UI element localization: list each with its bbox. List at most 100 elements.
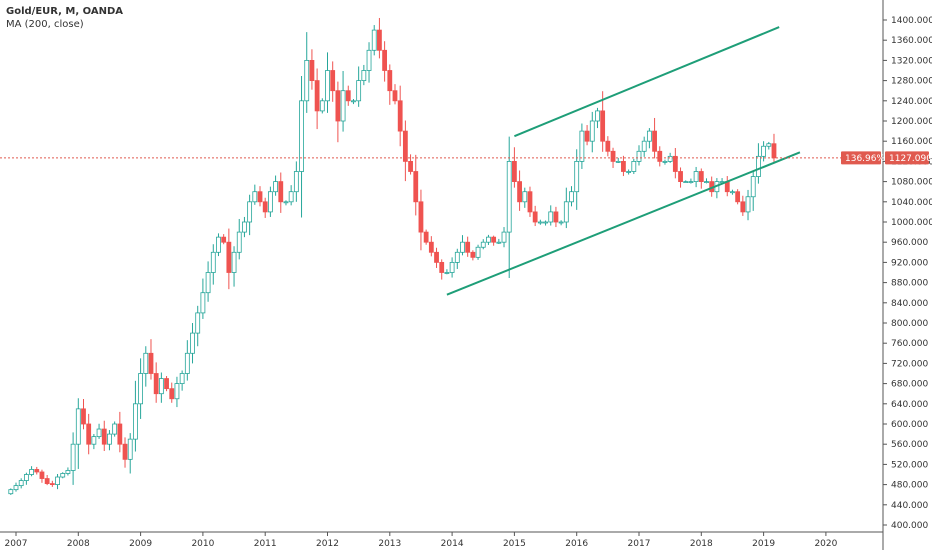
candle (107, 430, 112, 451)
price-tick-label: 520.000 (891, 460, 928, 470)
time-tick-label: 2015 (503, 539, 526, 549)
candle (631, 158, 637, 175)
candle-body (548, 211, 554, 223)
candle-body (527, 191, 533, 213)
candle-body (361, 70, 367, 82)
percent-change-label: 136.96% (845, 154, 885, 164)
candle-body (475, 246, 481, 258)
chart-legend: Gold/EUR, M, OANDA MA (200, close) (6, 5, 123, 31)
channel-layer (446, 26, 801, 296)
price-tick-label: 800.000 (891, 319, 928, 329)
candle (537, 219, 543, 225)
candle-body (486, 236, 491, 243)
candle (724, 176, 730, 197)
candle-body (133, 403, 138, 440)
candle (626, 169, 632, 175)
candle-body (138, 373, 144, 405)
candle (236, 218, 242, 260)
candle-body (491, 236, 497, 243)
candle-body (60, 473, 66, 478)
candle-body (340, 90, 346, 122)
candles-layer (8, 17, 777, 495)
candle-body (657, 150, 663, 162)
candle-body (273, 181, 278, 193)
candle (444, 269, 450, 275)
candle-body (226, 241, 232, 273)
candle (335, 81, 341, 143)
candle (112, 421, 118, 437)
candle-body (454, 251, 460, 263)
candle (205, 261, 211, 302)
candle (325, 52, 330, 113)
candle-body (299, 100, 304, 172)
candle (210, 244, 216, 285)
candle (470, 250, 476, 261)
price-tick-label: 1240.000 (891, 97, 932, 107)
candle (646, 128, 652, 149)
candle (13, 482, 19, 492)
price-tick-label: 680.000 (891, 380, 928, 390)
candle-body (236, 231, 242, 253)
candle-body (652, 130, 657, 152)
candle-body (444, 272, 450, 274)
candle-body (636, 150, 642, 162)
candle (283, 200, 289, 206)
candle (683, 180, 689, 184)
candle (267, 186, 273, 217)
candle-body (262, 201, 268, 213)
candle (558, 220, 564, 226)
candle (756, 143, 761, 184)
candle (532, 205, 538, 227)
candle (340, 71, 346, 132)
candle (299, 76, 304, 218)
candle (688, 178, 694, 184)
candle-body (8, 489, 14, 495)
candle-body (283, 201, 289, 204)
candle (621, 155, 626, 177)
candle (148, 339, 154, 380)
time-axis[interactable]: 2007 2008 2009 2010 2011 2012 2013 2014 2015 2016… (0, 531, 883, 549)
candle-body (595, 110, 600, 122)
candle (361, 64, 367, 86)
candle (65, 467, 71, 476)
candle-body (195, 312, 201, 334)
price-tick-label: 1280.000 (891, 77, 932, 87)
candle-body (101, 428, 107, 445)
channel-lower-line[interactable] (446, 151, 801, 296)
candle-body (382, 49, 388, 71)
candle-body (210, 251, 216, 273)
candle-body (319, 100, 325, 112)
candle (158, 372, 164, 403)
candle-body (579, 130, 585, 162)
channel-upper-line[interactable] (514, 26, 780, 138)
price-tick-label: 840.000 (891, 299, 928, 309)
candle-body (86, 423, 92, 445)
symbol-title: Gold/EUR, M, OANDA (6, 6, 124, 17)
candle (70, 432, 76, 485)
candle-body (148, 352, 154, 374)
candle (543, 220, 548, 226)
candle-body (501, 231, 507, 243)
candle-body (756, 155, 761, 177)
candle (512, 147, 517, 188)
candle (91, 433, 97, 450)
candle-body (107, 433, 112, 445)
candle (584, 125, 590, 146)
candle (351, 99, 356, 105)
candle-body (242, 221, 247, 233)
price-axis[interactable]: 400.000 440.000 480.000 520.000 560.000 600.0… (882, 0, 932, 550)
candle-body (117, 423, 123, 445)
candle-body (641, 140, 647, 152)
price-tick-label: 1400.000 (891, 16, 932, 26)
price-tick-label: 1200.000 (891, 117, 932, 127)
price-tick-label: 480.000 (891, 481, 928, 491)
candle-body (70, 443, 76, 471)
candle-body (23, 474, 29, 481)
candle-body (397, 100, 403, 132)
candle-body (304, 60, 310, 102)
candle-body (345, 90, 351, 102)
candle (366, 42, 372, 83)
candle-body (558, 221, 564, 224)
candle-body (735, 191, 741, 203)
